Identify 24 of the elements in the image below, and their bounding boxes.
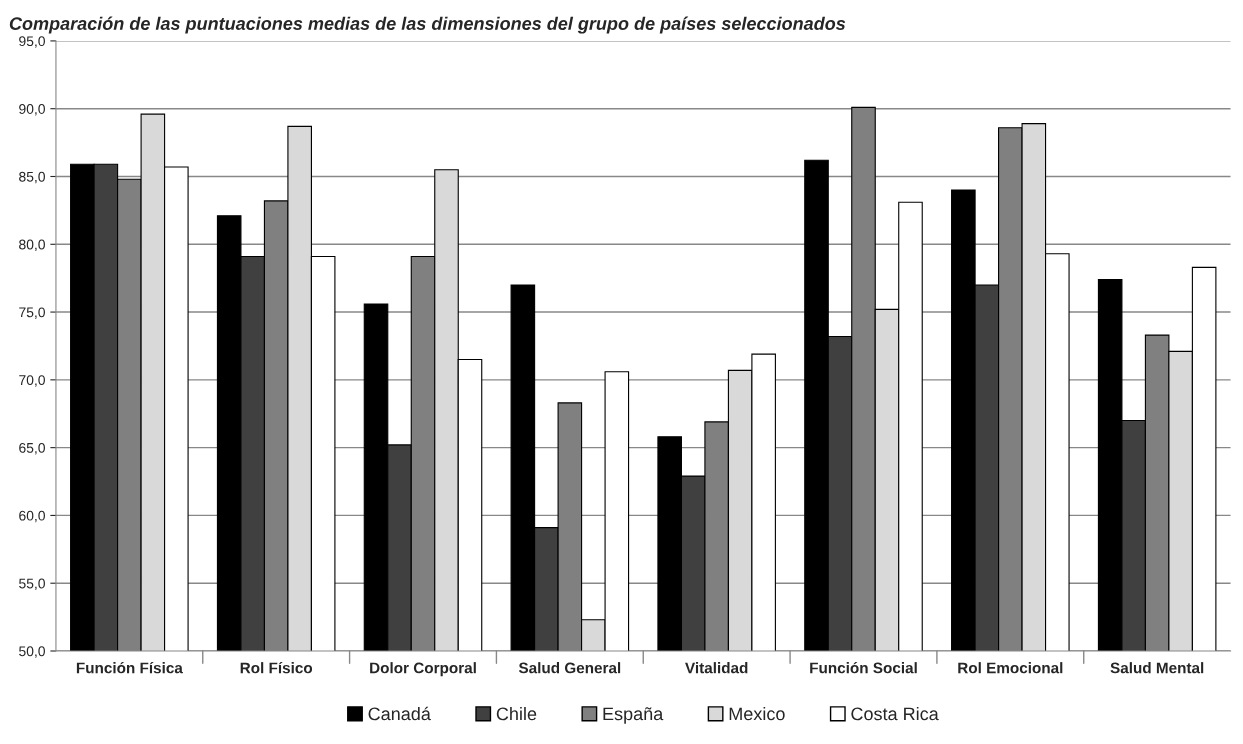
y-tick-label: 65,0 bbox=[19, 442, 45, 455]
x-tick-label: Salud General bbox=[518, 662, 621, 674]
legend-label: Costa Rica bbox=[851, 707, 939, 721]
y-tick-label: 80,0 bbox=[19, 239, 45, 252]
x-tick-label: Vitalidad bbox=[685, 662, 748, 674]
y-tick-label: 60,0 bbox=[19, 510, 45, 523]
y-tick-label: 75,0 bbox=[19, 307, 45, 319]
x-tick-label: Salud Mental bbox=[1110, 662, 1204, 674]
x-tick-label: Rol Físico bbox=[240, 661, 313, 674]
x-tick-label: Función Física bbox=[76, 661, 183, 674]
y-tick-label: 50,0 bbox=[19, 646, 45, 658]
legend-label: Mexico bbox=[729, 707, 785, 721]
x-tick-label: Dolor Corporal bbox=[370, 662, 476, 677]
x-tick-label: Función Social bbox=[810, 661, 917, 674]
legend-label: Canadá bbox=[368, 706, 431, 721]
y-tick-label: 85,0 bbox=[19, 171, 45, 184]
y-tick-label: 70,0 bbox=[19, 375, 45, 387]
y-tick-label: 55,0 bbox=[19, 578, 45, 591]
y-tick-label: 95,0 bbox=[19, 36, 45, 48]
y-tick-label: 90,0 bbox=[19, 104, 45, 116]
legend-label: Chile bbox=[496, 707, 537, 721]
legend-label: España bbox=[603, 707, 664, 724]
x-tick-label: Rol Emocional bbox=[958, 662, 1063, 674]
chart-title: Comparación de las puntuaciones medias de las dimensiones del grupo de países seleccionados bbox=[9, 16, 846, 34]
